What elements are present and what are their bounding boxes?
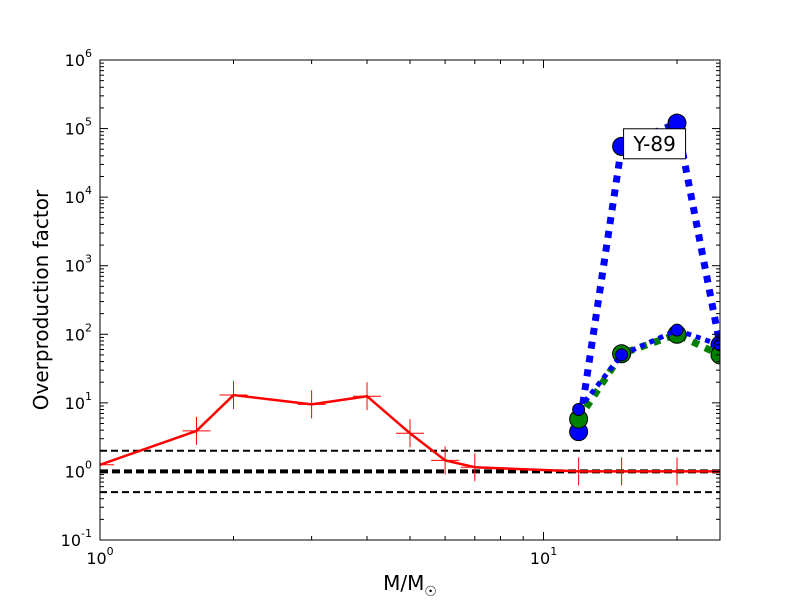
annotation-label: Y-89: [632, 132, 676, 156]
y-tick-label-5: 104: [65, 184, 92, 207]
plus-marker-7: [460, 453, 489, 482]
y-tick-label-1: 100: [65, 458, 92, 481]
plus-marker-3: [297, 390, 326, 419]
series-blue-dotted-circle-small: [572, 323, 720, 417]
y-tick-label-3: 102: [65, 321, 92, 344]
x-tick-label-0: 100: [86, 545, 113, 568]
blue-small-marker-2: [670, 323, 684, 337]
plus-marker-4: [353, 382, 382, 411]
series-line-blue: [575, 118, 720, 433]
y-tick-label-7: 106: [65, 47, 92, 70]
series-red-solid-plus: [100, 381, 720, 486]
y-axis-label: Overproduction factor: [29, 189, 53, 410]
plus-marker-6: [431, 446, 460, 475]
data-series: [100, 113, 720, 486]
y-tick-label-2: 101: [65, 390, 92, 413]
series-line-blue-small: [576, 327, 720, 412]
series-line-green: [575, 330, 720, 422]
x-axis-label: M/M☉: [383, 571, 437, 600]
x-tick-label-1: 101: [530, 545, 557, 568]
plus-marker-0: [100, 450, 114, 479]
x-axis-label-main: M/M: [383, 571, 424, 595]
plus-marker-2: [219, 381, 248, 410]
plus-marker-8: [564, 457, 593, 486]
plus-marker-5: [396, 419, 424, 448]
y-tick-label-4: 103: [65, 253, 92, 276]
plus-marker-1: [182, 416, 211, 445]
plus-marker-9: [607, 457, 636, 486]
blue-small-marker-0: [572, 403, 586, 417]
y-tick-label-0: 10-1: [61, 527, 92, 550]
blue-small-marker-1: [615, 348, 629, 362]
plus-marker-10: [663, 457, 692, 486]
y-tick-label-6: 105: [65, 116, 92, 139]
plus-marker-11: [706, 457, 720, 486]
annotation-box: Y-89: [623, 128, 687, 160]
x-axis-label-subscript: ☉: [424, 584, 437, 600]
